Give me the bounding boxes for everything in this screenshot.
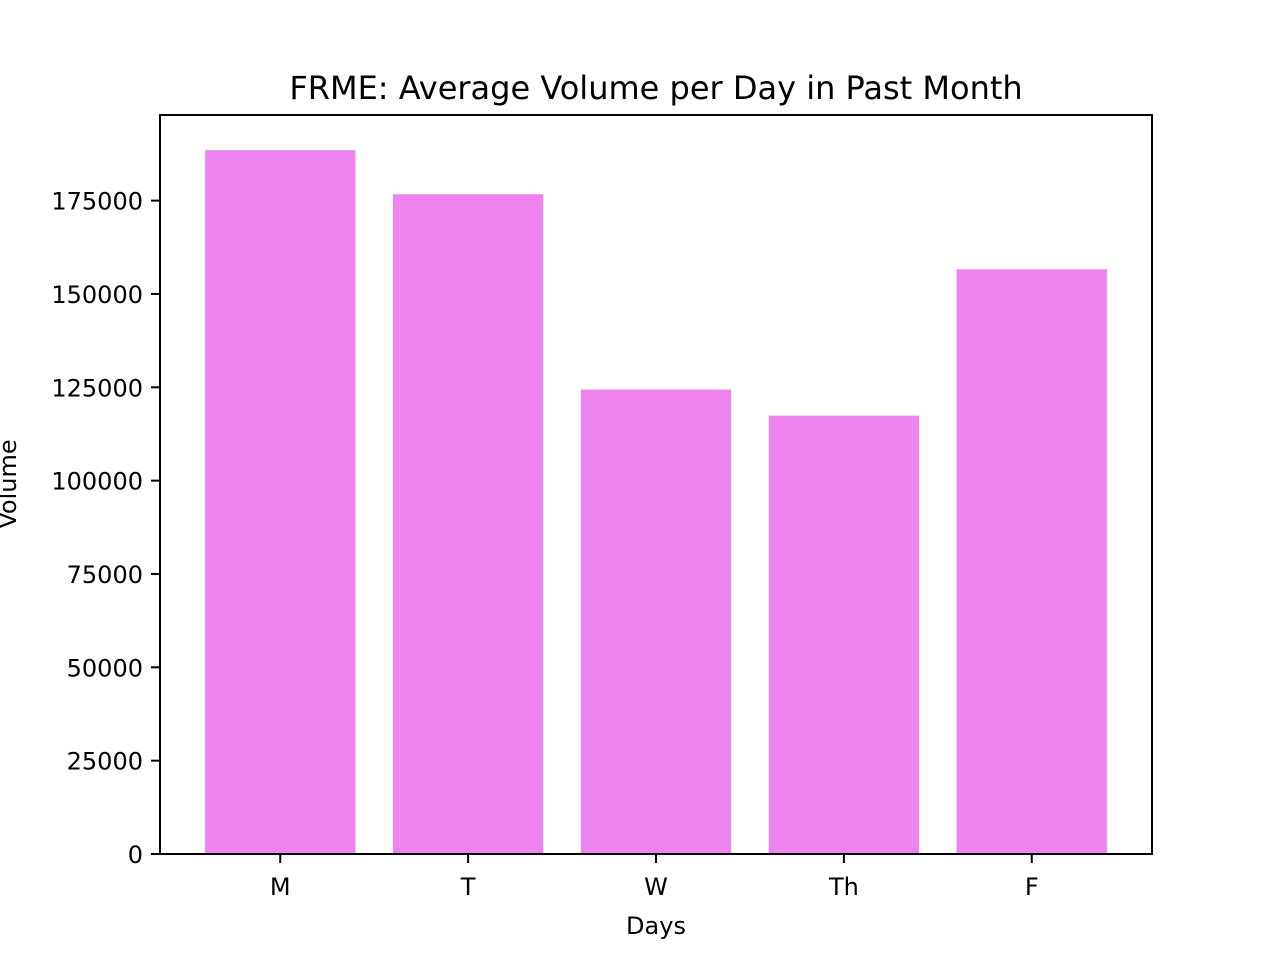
- y-tick-label: 175000: [51, 188, 143, 216]
- plot-frame: [159, 114, 1153, 855]
- y-tick-label: 0: [128, 841, 143, 869]
- bar-m: [205, 150, 356, 854]
- bars-group: [205, 150, 1107, 854]
- y-axis: 0 25000 50000 75000 100000 125000 150000 175000: [51, 188, 160, 869]
- bar-f: [956, 269, 1107, 854]
- x-tick-label: F: [1025, 873, 1039, 901]
- y-axis-label: Volume: [0, 439, 22, 528]
- chart-title: FRME: Average Volume per Day in Past Mon…: [289, 69, 1022, 107]
- x-tick-label: W: [644, 873, 668, 901]
- bar-w: [580, 389, 732, 854]
- y-tick-label: 100000: [51, 468, 143, 496]
- x-tick-label: Th: [828, 873, 859, 901]
- y-tick-label: 125000: [51, 374, 143, 402]
- x-axis-label: Days: [626, 912, 686, 940]
- x-axis: M T W Th F: [270, 854, 1039, 901]
- bar-t: [392, 194, 544, 854]
- bar-th: [768, 415, 920, 854]
- y-tick-label: 25000: [67, 748, 143, 776]
- y-tick-label: 50000: [67, 654, 143, 682]
- x-tick-label: M: [270, 873, 291, 901]
- y-tick-label: 75000: [67, 561, 143, 589]
- x-tick-label: T: [460, 873, 476, 901]
- y-tick-label: 150000: [51, 281, 143, 309]
